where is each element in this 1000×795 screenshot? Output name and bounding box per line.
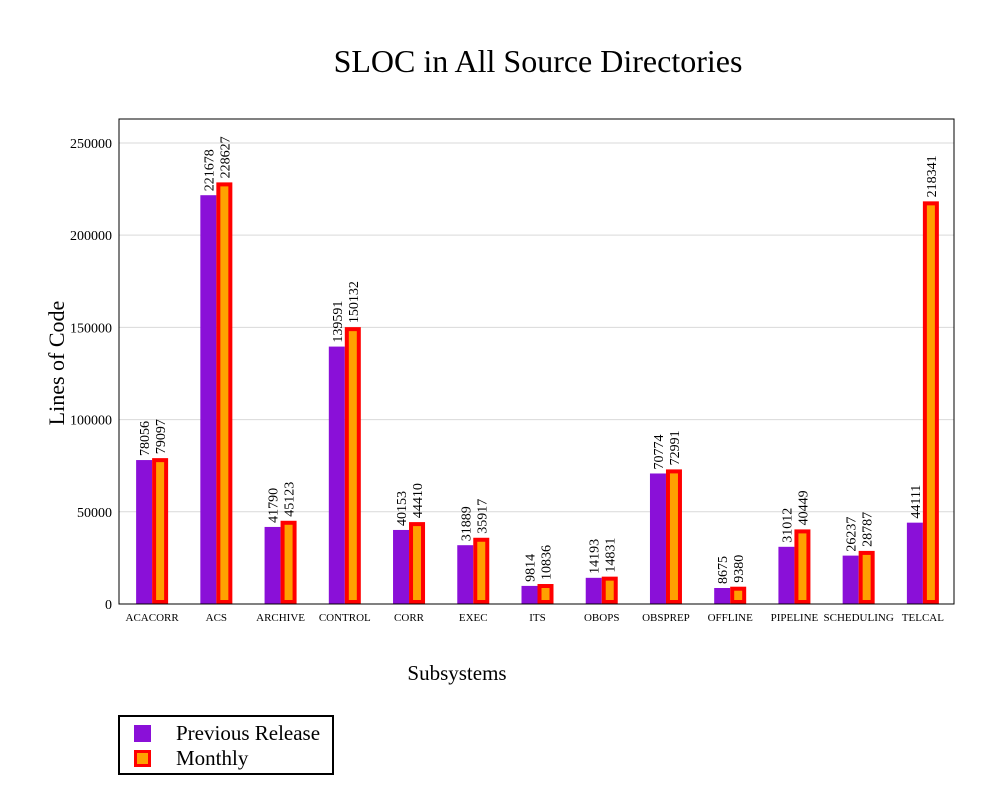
legend-swatch-previous-release xyxy=(134,724,151,742)
value-label-monthly-obops: 14831 xyxy=(604,538,619,573)
y-axis-ticks: 0 50000 100000 150000 200000 250000 xyxy=(70,137,112,613)
value-label-monthly-acs: 228627 xyxy=(218,136,233,178)
bar-monthly-acacorr xyxy=(152,458,169,605)
value-label-previous-release-scheduling: 26237 xyxy=(845,517,860,552)
bar-monthly-archive xyxy=(280,520,297,605)
bar-previous-release-acs xyxy=(200,195,217,605)
bar-previous-release-control xyxy=(328,346,345,604)
y-tick-label-150000: 150000 xyxy=(70,321,112,336)
bar-previous-release-telcal xyxy=(906,522,923,604)
x-tick-label-obsprep: OBSPREP xyxy=(642,612,690,624)
value-label-monthly-offline: 9380 xyxy=(732,555,747,583)
bar-previous-release-its xyxy=(521,585,538,604)
legend-item-monthly: Monthly xyxy=(134,746,248,770)
value-label-previous-release-corr: 40153 xyxy=(395,491,410,526)
y-axis-label: Lines of Code xyxy=(44,301,69,426)
x-tick-label-its: ITS xyxy=(529,612,546,624)
bar-previous-release-offline xyxy=(714,588,731,604)
value-label-previous-release-obops: 14193 xyxy=(588,539,603,574)
value-label-monthly-exec: 35917 xyxy=(475,499,490,534)
chart-title: SLOC in All Source Directories xyxy=(334,43,743,79)
value-label-previous-release-acacorr: 78056 xyxy=(138,421,153,456)
bar-monthly-scheduling xyxy=(858,550,875,604)
x-tick-label-exec: EXEC xyxy=(459,612,488,624)
x-axis-ticks: ACACORR ACS ARCHIVE CONTROL CORR EXEC ITS OBOPS… xyxy=(126,612,945,624)
value-label-monthly-corr: 44410 xyxy=(411,483,426,518)
bar-previous-release-pipeline xyxy=(778,546,795,604)
value-label-previous-release-control: 139591 xyxy=(331,301,346,343)
value-label-monthly-acacorr: 79097 xyxy=(154,419,169,454)
bar-monthly-pipeline xyxy=(794,529,811,604)
x-tick-label-control: CONTROL xyxy=(319,612,371,624)
value-label-monthly-control: 150132 xyxy=(347,281,362,323)
x-tick-label-offline: OFFLINE xyxy=(708,612,754,624)
bar-monthly-acs xyxy=(216,182,233,604)
y-tick-label-50000: 50000 xyxy=(77,506,112,521)
x-axis-label: Subsystems xyxy=(407,661,506,685)
bar-monthly-obops xyxy=(601,576,618,605)
value-label-previous-release-exec: 31889 xyxy=(459,506,474,541)
legend-label-previous-release: Previous Release xyxy=(176,720,321,745)
x-tick-label-acacorr: ACACORR xyxy=(126,612,180,624)
bar-monthly-offline xyxy=(730,586,747,604)
plot-frame xyxy=(118,118,955,605)
value-label-previous-release-archive: 41790 xyxy=(267,488,282,523)
y-tick-label-0: 0 xyxy=(105,598,112,613)
bar-previous-release-acacorr xyxy=(136,460,153,604)
value-label-previous-release-obsprep: 70774 xyxy=(652,434,667,469)
bar-previous-release-exec xyxy=(457,545,474,604)
bars xyxy=(136,182,939,605)
bar-previous-release-corr xyxy=(393,529,410,604)
bar-previous-release-scheduling xyxy=(842,555,859,604)
legend-item-previous-release: Previous Release xyxy=(134,721,320,745)
value-label-monthly-scheduling: 28787 xyxy=(861,512,876,547)
x-tick-label-scheduling: SCHEDULING xyxy=(824,612,894,624)
value-label-previous-release-pipeline: 31012 xyxy=(780,508,795,543)
bar-monthly-obsprep xyxy=(665,469,682,604)
legend: Previous Release Monthly xyxy=(118,715,334,775)
bar-previous-release-obsprep xyxy=(649,473,666,604)
legend-swatch-monthly xyxy=(134,749,151,767)
value-label-monthly-obsprep: 72991 xyxy=(668,430,683,465)
value-label-monthly-archive: 45123 xyxy=(283,482,298,517)
bar-monthly-its xyxy=(537,584,554,605)
bar-monthly-exec xyxy=(473,537,490,604)
y-tick-label-200000: 200000 xyxy=(70,229,112,244)
bar-monthly-telcal xyxy=(922,201,939,604)
legend-label-monthly: Monthly xyxy=(176,745,249,770)
value-label-monthly-its: 10836 xyxy=(540,545,555,580)
value-label-previous-release-telcal: 44111 xyxy=(909,485,924,519)
x-tick-label-acs: ACS xyxy=(206,612,227,624)
grid-lines xyxy=(119,142,954,513)
x-tick-label-obops: OBOPS xyxy=(584,612,619,624)
x-tick-label-corr: CORR xyxy=(394,612,425,624)
y-tick-label-250000: 250000 xyxy=(70,137,112,152)
y-tick-label-100000: 100000 xyxy=(70,414,112,429)
bar-monthly-control xyxy=(344,327,361,604)
x-tick-label-telcal: TELCAL xyxy=(902,612,944,624)
bar-monthly-corr xyxy=(409,522,426,604)
bar-previous-release-obops xyxy=(585,577,602,604)
value-label-previous-release-offline: 8675 xyxy=(716,556,731,584)
value-label-monthly-telcal: 218341 xyxy=(925,155,940,197)
x-tick-label-pipeline: PIPELINE xyxy=(771,612,819,624)
x-tick-label-archive: ARCHIVE xyxy=(256,612,305,624)
value-label-previous-release-acs: 221678 xyxy=(202,149,217,191)
value-label-previous-release-its: 9814 xyxy=(524,554,539,582)
value-label-monthly-pipeline: 40449 xyxy=(796,490,811,525)
data-labels: 78056 79097 221678 228627 41790 45123 139591 15… xyxy=(138,136,940,584)
bar-previous-release-archive xyxy=(264,526,281,604)
